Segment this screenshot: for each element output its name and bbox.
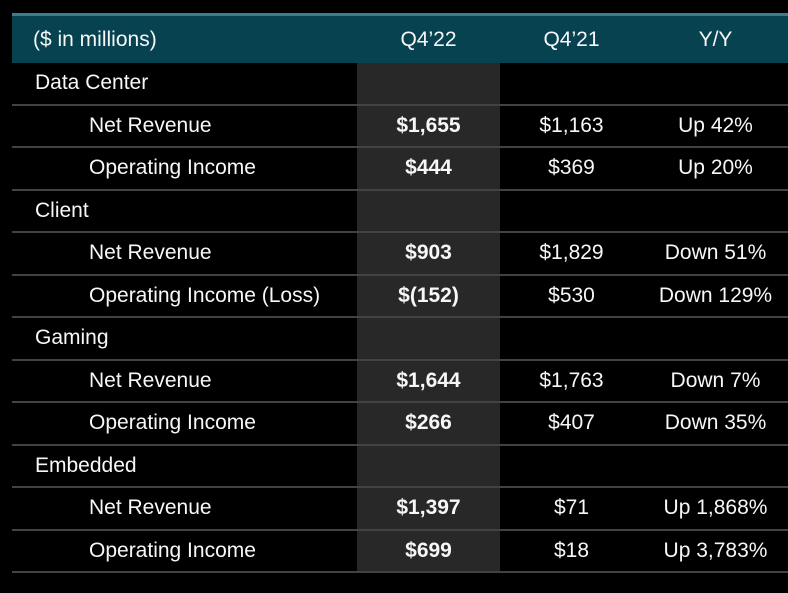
section-label: Embedded [35, 453, 137, 477]
value-q422: $1,655 [396, 113, 461, 137]
value-yoy: Down 35% [664, 411, 767, 435]
table-header-row: ($ in millions) Q4’22 Q4’21 Y/Y [12, 13, 788, 63]
value-yoy: Up 3,783% [663, 538, 768, 562]
value-yoy: Down 129% [658, 283, 773, 307]
metric-label: Net Revenue [89, 496, 212, 520]
value-q422: $699 [405, 538, 452, 562]
current-quarter-highlight-band [357, 63, 500, 573]
value-q421: $530 [548, 283, 595, 307]
value-q421: $1,163 [539, 113, 604, 137]
metric-label: Operating Income [89, 411, 256, 435]
metric-label: Net Revenue [89, 113, 212, 137]
metric-row: Net Revenue $1,397 $71 Up 1,868% [12, 488, 788, 531]
metric-row: Operating Income $444 $369 Up 20% [12, 148, 788, 191]
value-q422: $444 [405, 156, 452, 180]
value-q421: $1,763 [539, 368, 604, 392]
metric-row: Operating Income $699 $18 Up 3,783% [12, 531, 788, 573]
metric-row: Operating Income $266 $407 Down 35% [12, 403, 788, 446]
value-q422: $1,397 [396, 496, 461, 520]
value-q422: $(152) [398, 283, 459, 307]
value-yoy: Down 51% [664, 241, 767, 265]
metric-label: Operating Income (Loss) [89, 283, 321, 307]
metric-row: Net Revenue $903 $1,829 Down 51% [12, 233, 788, 276]
metric-label: Operating Income [89, 538, 256, 562]
value-q421: $369 [548, 156, 595, 180]
metric-label: Operating Income [89, 156, 256, 180]
value-q422: $266 [405, 411, 452, 435]
metric-label: Net Revenue [89, 368, 212, 392]
value-yoy: Up 20% [678, 156, 753, 180]
value-q421: $407 [548, 411, 595, 435]
segment-results-table: ($ in millions) Q4’22 Q4’21 Y/Y Data Cen… [12, 13, 788, 573]
value-q422: $1,644 [396, 368, 461, 392]
value-yoy: Down 7% [670, 368, 761, 392]
section-row-client: Client [12, 191, 788, 233]
unit-label: ($ in millions) [33, 27, 157, 51]
section-row-gaming: Gaming [12, 318, 788, 361]
section-label: Gaming [35, 326, 109, 350]
section-row-data-center: Data Center [12, 63, 788, 106]
metric-row: Operating Income (Loss) $(152) $530 Down… [12, 276, 788, 318]
column-header-yoy: Y/Y [698, 27, 733, 51]
section-label: Data Center [35, 71, 149, 95]
metric-row: Net Revenue $1,644 $1,763 Down 7% [12, 361, 788, 403]
value-yoy: Up 1,868% [663, 496, 768, 520]
value-q421: $18 [553, 538, 590, 562]
value-q421: $1,829 [539, 241, 604, 265]
metric-label: Net Revenue [89, 241, 212, 265]
column-header-q421: Q4’21 [543, 27, 600, 51]
value-yoy: Up 42% [678, 113, 753, 137]
section-label: Client [35, 198, 89, 222]
metric-row: Net Revenue $1,655 $1,163 Up 42% [12, 106, 788, 148]
section-row-embedded: Embedded [12, 446, 788, 488]
column-header-q422: Q4’22 [400, 27, 457, 51]
value-q422: $903 [405, 241, 452, 265]
value-q421: $71 [553, 496, 590, 520]
